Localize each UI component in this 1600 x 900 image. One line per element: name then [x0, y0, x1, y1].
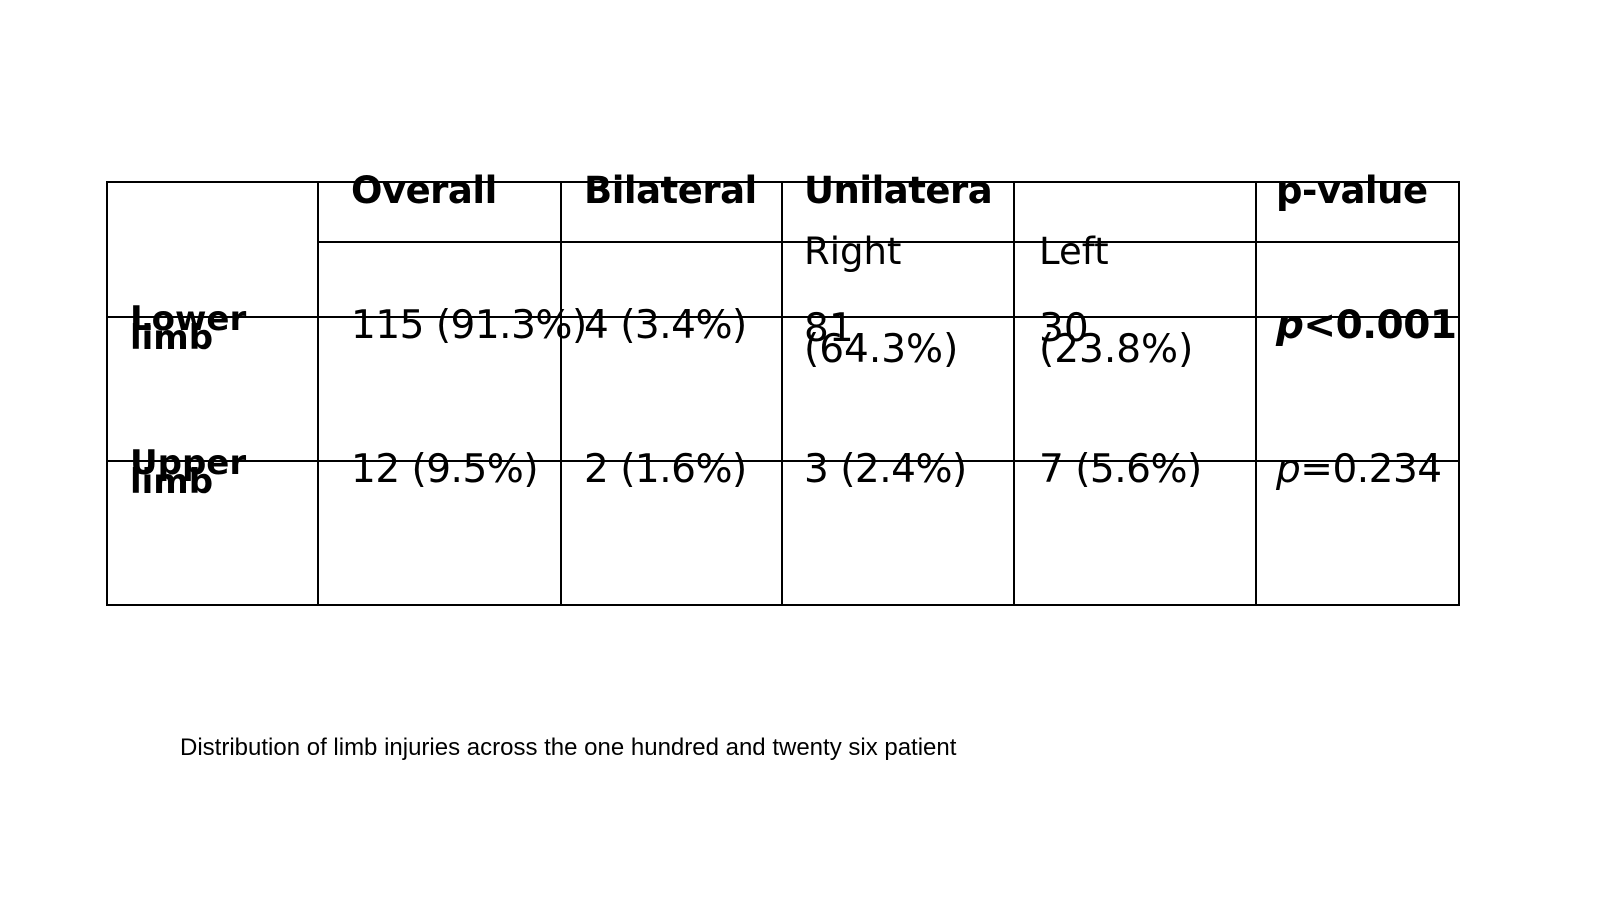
p-symbol: p [1276, 447, 1301, 492]
table-row-divider-1 [106, 316, 1460, 318]
cell-lower-p-value: p<0.001 [1276, 303, 1457, 348]
table-col-divider-1 [317, 181, 319, 606]
subheader-left: Left [1039, 230, 1109, 273]
cell-upper-left: 7 (5.6%) [1039, 447, 1202, 492]
cell-upper-overall: 12 (9.5%) [351, 447, 539, 492]
p-value-text: <0.001 [1303, 303, 1457, 348]
table-col-divider-5 [1255, 181, 1257, 606]
cell-lower-bilateral: 4 (3.4%) [584, 303, 747, 348]
cell-lower-left: 30 (23.8%) [1039, 306, 1194, 373]
table-caption: Distribution of limb injuries across the… [180, 734, 957, 761]
subheader-right: Right [804, 230, 902, 273]
cell-lower-right: 81 (64.3%) [804, 306, 959, 373]
header-bilateral: Bilateral [584, 169, 757, 212]
table-col-divider-4 [1013, 181, 1015, 606]
cell-upper-right: 3 (2.4%) [804, 447, 967, 492]
row-label-lower-limb: Lower limb [130, 299, 247, 358]
header-unilateral: Unilateral [804, 172, 994, 209]
table-border-right [1458, 181, 1460, 606]
table-header-divider [318, 241, 1460, 243]
table-border-left [106, 181, 108, 606]
cell-upper-bilateral: 2 (1.6%) [584, 447, 747, 492]
table-border-bottom [106, 604, 1460, 606]
table-col-divider-3 [781, 181, 783, 606]
table-border-top [106, 181, 1460, 183]
table-col-divider-2 [560, 181, 562, 606]
table-row-divider-2 [106, 460, 1460, 462]
row-label-upper-limb: Upper limb [130, 443, 247, 502]
cell-lower-overall: 115 (91.3%) [351, 303, 587, 348]
p-value-text: =0.234 [1300, 447, 1442, 492]
header-p-value: p-value [1276, 169, 1428, 212]
cell-upper-p-value: p=0.234 [1276, 450, 1442, 489]
header-overall: Overall [351, 169, 497, 212]
p-symbol: p [1276, 303, 1304, 348]
